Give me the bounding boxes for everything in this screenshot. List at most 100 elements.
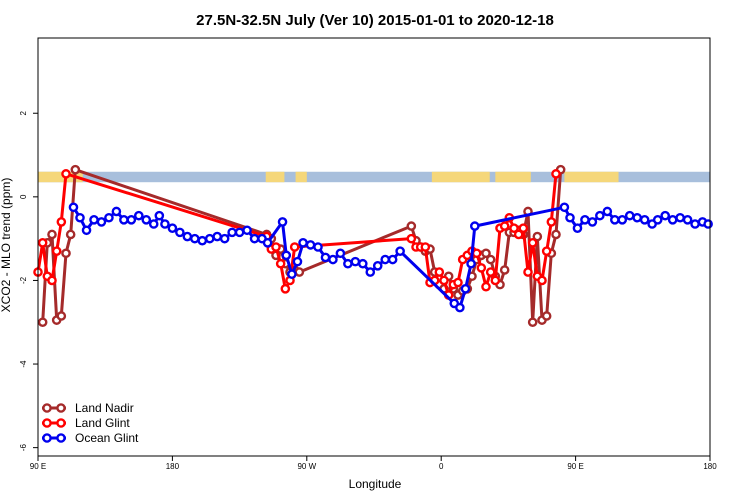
data-point-land-glint [275, 258, 286, 269]
data-point-land-nadir [485, 254, 496, 265]
y-axis-label: XCO2 - MLO trend (ppm) [0, 178, 13, 313]
data-point-land-glint [37, 238, 48, 248]
data-point-ocean-glint [141, 215, 152, 225]
data-point-ocean-glint [154, 210, 165, 221]
data-point-ocean-glint [469, 221, 480, 231]
data-point-ocean-glint [357, 258, 368, 269]
data-point-ocean-glint [455, 302, 465, 313]
data-point-land-glint [518, 223, 529, 233]
plot-frame [37, 37, 711, 457]
data-point-land-glint [56, 217, 67, 227]
data-point-land-glint [523, 267, 533, 277]
data-point-ocean-glint [328, 254, 338, 265]
data-point-ocean-glint [380, 254, 391, 265]
legend-label: Ocean Glint [75, 431, 139, 445]
data-point-ocean-glint [335, 248, 346, 259]
data-point-ocean-glint [624, 210, 635, 221]
data-point-ocean-glint [350, 256, 361, 267]
data-point-ocean-glint [305, 240, 316, 250]
data-point-ocean-glint [313, 242, 323, 252]
data-point-ocean-glint [148, 219, 159, 229]
data-point-ocean-glint [632, 212, 643, 223]
surface-band-land [431, 171, 490, 183]
data-point-ocean-glint [126, 215, 137, 225]
series-layer [33, 164, 713, 328]
data-point-land-glint [513, 229, 524, 240]
data-point-ocean-glint [277, 217, 288, 227]
surface-band-ocean [38, 171, 710, 183]
data-point-ocean-glint [281, 250, 292, 261]
data-point-ocean-glint [68, 202, 79, 213]
data-point-ocean-glint [365, 267, 376, 277]
data-point-ocean-glint [580, 215, 590, 225]
legend-entry-land-glint: Land Glint [42, 416, 130, 430]
data-point-ocean-glint [602, 206, 613, 217]
y-axis-ticks: -6 -4 -2 0 2 [19, 110, 38, 451]
data-point-ocean-glint [372, 261, 383, 271]
data-point-ocean-glint [395, 246, 405, 256]
data-point-ocean-glint [219, 233, 230, 244]
data-point-ocean-glint [167, 223, 178, 233]
series-line-land-glint [36, 172, 558, 297]
data-point-ocean-glint [242, 225, 252, 236]
data-point-land-glint [61, 169, 71, 179]
data-point-ocean-glint [667, 215, 678, 225]
data-point-ocean-glint [249, 233, 260, 244]
data-point-land-glint [527, 238, 538, 248]
data-point-ocean-glint [595, 210, 605, 221]
data-point-land-glint [289, 242, 300, 252]
surface-band-land [564, 171, 619, 183]
data-point-land-nadir [527, 317, 538, 328]
chart-title: 27.5N-32.5N July (Ver 10) 2015-01-01 to … [196, 12, 554, 29]
legend-label: Land Glint [75, 416, 130, 430]
data-point-ocean-glint [610, 215, 620, 225]
surface-band-land [265, 171, 285, 183]
legend-swatch-marker [42, 403, 52, 413]
legend-entry-land-nadir: Land Nadir [42, 401, 134, 415]
surface-band-land [295, 171, 307, 183]
data-point-ocean-glint [111, 206, 122, 217]
data-point-ocean-glint [703, 219, 713, 229]
data-point-ocean-glint [320, 252, 331, 263]
data-point-land-glint [509, 223, 519, 233]
data-point-ocean-glint [262, 238, 273, 248]
series-land-glint [33, 169, 561, 300]
data-point-ocean-glint [212, 231, 222, 242]
data-point-land-nadir [541, 311, 552, 321]
legend-swatch-marker [42, 433, 52, 443]
data-point-land-glint [271, 242, 281, 252]
data-point-ocean-glint [104, 212, 114, 223]
data-point-ocean-glint [387, 254, 398, 265]
data-point-land-glint [47, 275, 57, 286]
x-axis-label: Longitude [349, 477, 402, 491]
data-point-ocean-glint [227, 227, 237, 238]
data-point-land-glint [420, 242, 431, 252]
data-point-land-glint [280, 283, 291, 294]
data-point-land-nadir [37, 317, 48, 328]
surface-band-land [38, 171, 83, 183]
data-point-land-glint [51, 246, 62, 256]
data-point-land-glint [471, 248, 482, 259]
data-point-ocean-glint [287, 269, 297, 279]
data-point-land-nadir [499, 265, 510, 275]
surface-band [38, 171, 710, 183]
data-point-land-nadir [551, 229, 561, 240]
data-point-land-glint [551, 169, 561, 179]
legend-swatch-marker [42, 418, 52, 428]
data-point-land-nadir [61, 248, 71, 259]
data-point-ocean-glint [197, 235, 208, 246]
y-tick-label: -4 [19, 360, 28, 368]
y-tick-label: -6 [19, 444, 28, 452]
data-point-land-glint [546, 217, 557, 227]
data-point-ocean-glint [204, 233, 215, 244]
data-point-land-nadir [47, 229, 57, 240]
data-point-land-glint [490, 275, 501, 286]
data-point-ocean-glint [660, 210, 671, 221]
data-point-ocean-glint [75, 212, 85, 223]
x-tick-label: 90 W [297, 462, 316, 471]
data-point-ocean-glint [298, 238, 308, 248]
x-tick-label: 90 E [30, 462, 46, 471]
data-point-ocean-glint [119, 215, 129, 225]
